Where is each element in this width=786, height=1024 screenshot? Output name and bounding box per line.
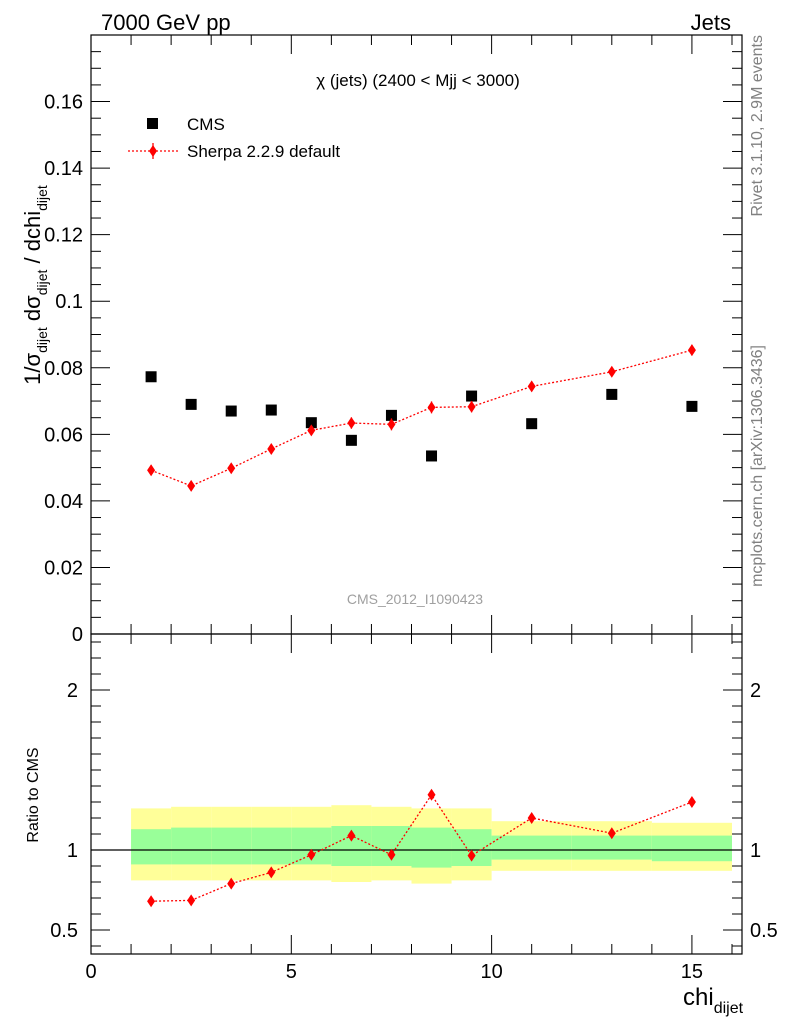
- mc-point: [307, 424, 316, 437]
- mc-point: [147, 464, 156, 477]
- ratio-band-inner: [491, 835, 572, 860]
- cms-point: [225, 405, 237, 417]
- ratio-x-tick-label: 15: [681, 961, 703, 983]
- svg-text:chidijet: chidijet: [683, 984, 744, 1017]
- mc-point: [387, 418, 396, 431]
- mc-point: [347, 417, 356, 430]
- main-y-tick-label: 0: [72, 624, 83, 646]
- cms-point: [265, 404, 277, 416]
- main-y-label: 1/σdijet dσdijet / dchidijet: [20, 185, 50, 385]
- main-title: χ (jets) (2400 < Mjj < 3000): [316, 71, 520, 90]
- ratio-mc-point: [687, 796, 696, 808]
- main-y-tick-label: 0.02: [44, 557, 83, 579]
- cms-point: [185, 398, 197, 410]
- ratio-mc-point: [347, 829, 356, 842]
- legend-cms-label: CMS: [187, 115, 225, 134]
- ratio-mc-point: [527, 812, 536, 824]
- cms-point: [345, 434, 357, 446]
- main-panel: 0 0.02 0.04 0.06 0.08 0.1 0.12 0.14 0.16 χ (jets…: [20, 34, 743, 646]
- ratio-mc-point: [467, 849, 476, 862]
- ratio-mc-point: [227, 877, 236, 890]
- cms-point: [606, 388, 618, 400]
- header-left: 7000 GeV pp: [101, 10, 231, 35]
- main-y-tick-label: 0.1: [55, 291, 83, 313]
- mc-point: [527, 380, 536, 393]
- ratio-y-tick-label: 1: [67, 840, 78, 862]
- ratio-band-inner: [171, 827, 212, 865]
- ratio-mc-point: [387, 848, 396, 861]
- main-y-tick-label: 0.16: [44, 92, 83, 114]
- ratio-mc-point: [267, 866, 276, 879]
- mc-point: [267, 442, 276, 455]
- ratio-y-tick-label-right: 0.5: [750, 920, 778, 942]
- mc-point: [467, 400, 476, 413]
- main-y-tick-label: 0.06: [44, 424, 83, 446]
- ratio-mc-point: [607, 827, 616, 840]
- mc-point: [427, 401, 436, 414]
- ratio-band-inner: [651, 835, 732, 862]
- cms-point: [426, 450, 438, 462]
- ratio-band-inner: [411, 827, 452, 868]
- cms-point: [466, 390, 478, 402]
- svg-text:1/σdijet dσdijet / dchidijet: 1/σdijet dσdijet / dchidijet: [20, 185, 50, 385]
- cms-point: [526, 418, 538, 430]
- cms-point: [305, 417, 317, 429]
- ratio-y-tick-label-right: 2: [750, 680, 761, 702]
- ratio-y-tick-label-right: 1: [750, 840, 761, 862]
- legend: CMS Sherpa 2.2.9 default: [128, 115, 340, 161]
- mc-point: [687, 344, 696, 357]
- ratio-x-tick-label: 10: [480, 961, 502, 983]
- cms-point: [686, 400, 698, 412]
- cms-point: [385, 409, 397, 421]
- main-y-tick-label: 0.12: [44, 225, 83, 247]
- mc-point: [187, 479, 196, 492]
- ratio-x-tick-label: 5: [286, 961, 297, 983]
- ratio-y-label: Ratio to CMS: [25, 747, 42, 842]
- legend-sherpa-marker: [149, 145, 157, 157]
- watermark: CMS_2012_I1090423: [347, 591, 483, 607]
- mc-line: [150, 349, 693, 487]
- mcplots-label: mcplots.cern.ch [arXiv:1306.3436]: [749, 345, 766, 587]
- ratio-band-inner: [251, 827, 292, 865]
- main-y-tick-label: 0.04: [44, 491, 83, 513]
- x-axis-label: chidijet: [683, 984, 744, 1017]
- ratio-mc-point: [187, 894, 196, 907]
- ratio-band-inner: [211, 827, 252, 865]
- legend-cms-marker: [147, 118, 158, 129]
- legend-sherpa-label: Sherpa 2.2.9 default: [187, 142, 340, 161]
- rivet-label: Rivet 3.1.10, 2.9M events: [749, 35, 766, 216]
- mc-point: [227, 462, 236, 475]
- ratio-mc-point: [427, 788, 436, 801]
- ratio-y-tick-label: 2: [67, 680, 78, 702]
- ratio-x-tick-label: 0: [85, 961, 96, 983]
- ratio-mc-point: [147, 895, 156, 908]
- header-right: Jets: [691, 10, 731, 35]
- ratio-band-inner: [571, 835, 652, 860]
- main-y-tick-label: 0.14: [44, 158, 83, 180]
- ratio-frame: [90, 633, 743, 955]
- ratio-y-tick-label: 0.5: [50, 920, 78, 942]
- ratio-panel: 0.5 0.5 1 1 2 2 0 5 10 15 Ratio to CMS chidijet: [25, 633, 778, 1017]
- ratio-band-inner: [131, 829, 172, 865]
- cms-point: [145, 371, 157, 383]
- ratio-mc-point: [307, 848, 316, 861]
- ratio-mc-line: [151, 793, 693, 902]
- mc-point: [607, 365, 616, 378]
- main-y-tick-label: 0.08: [44, 358, 83, 380]
